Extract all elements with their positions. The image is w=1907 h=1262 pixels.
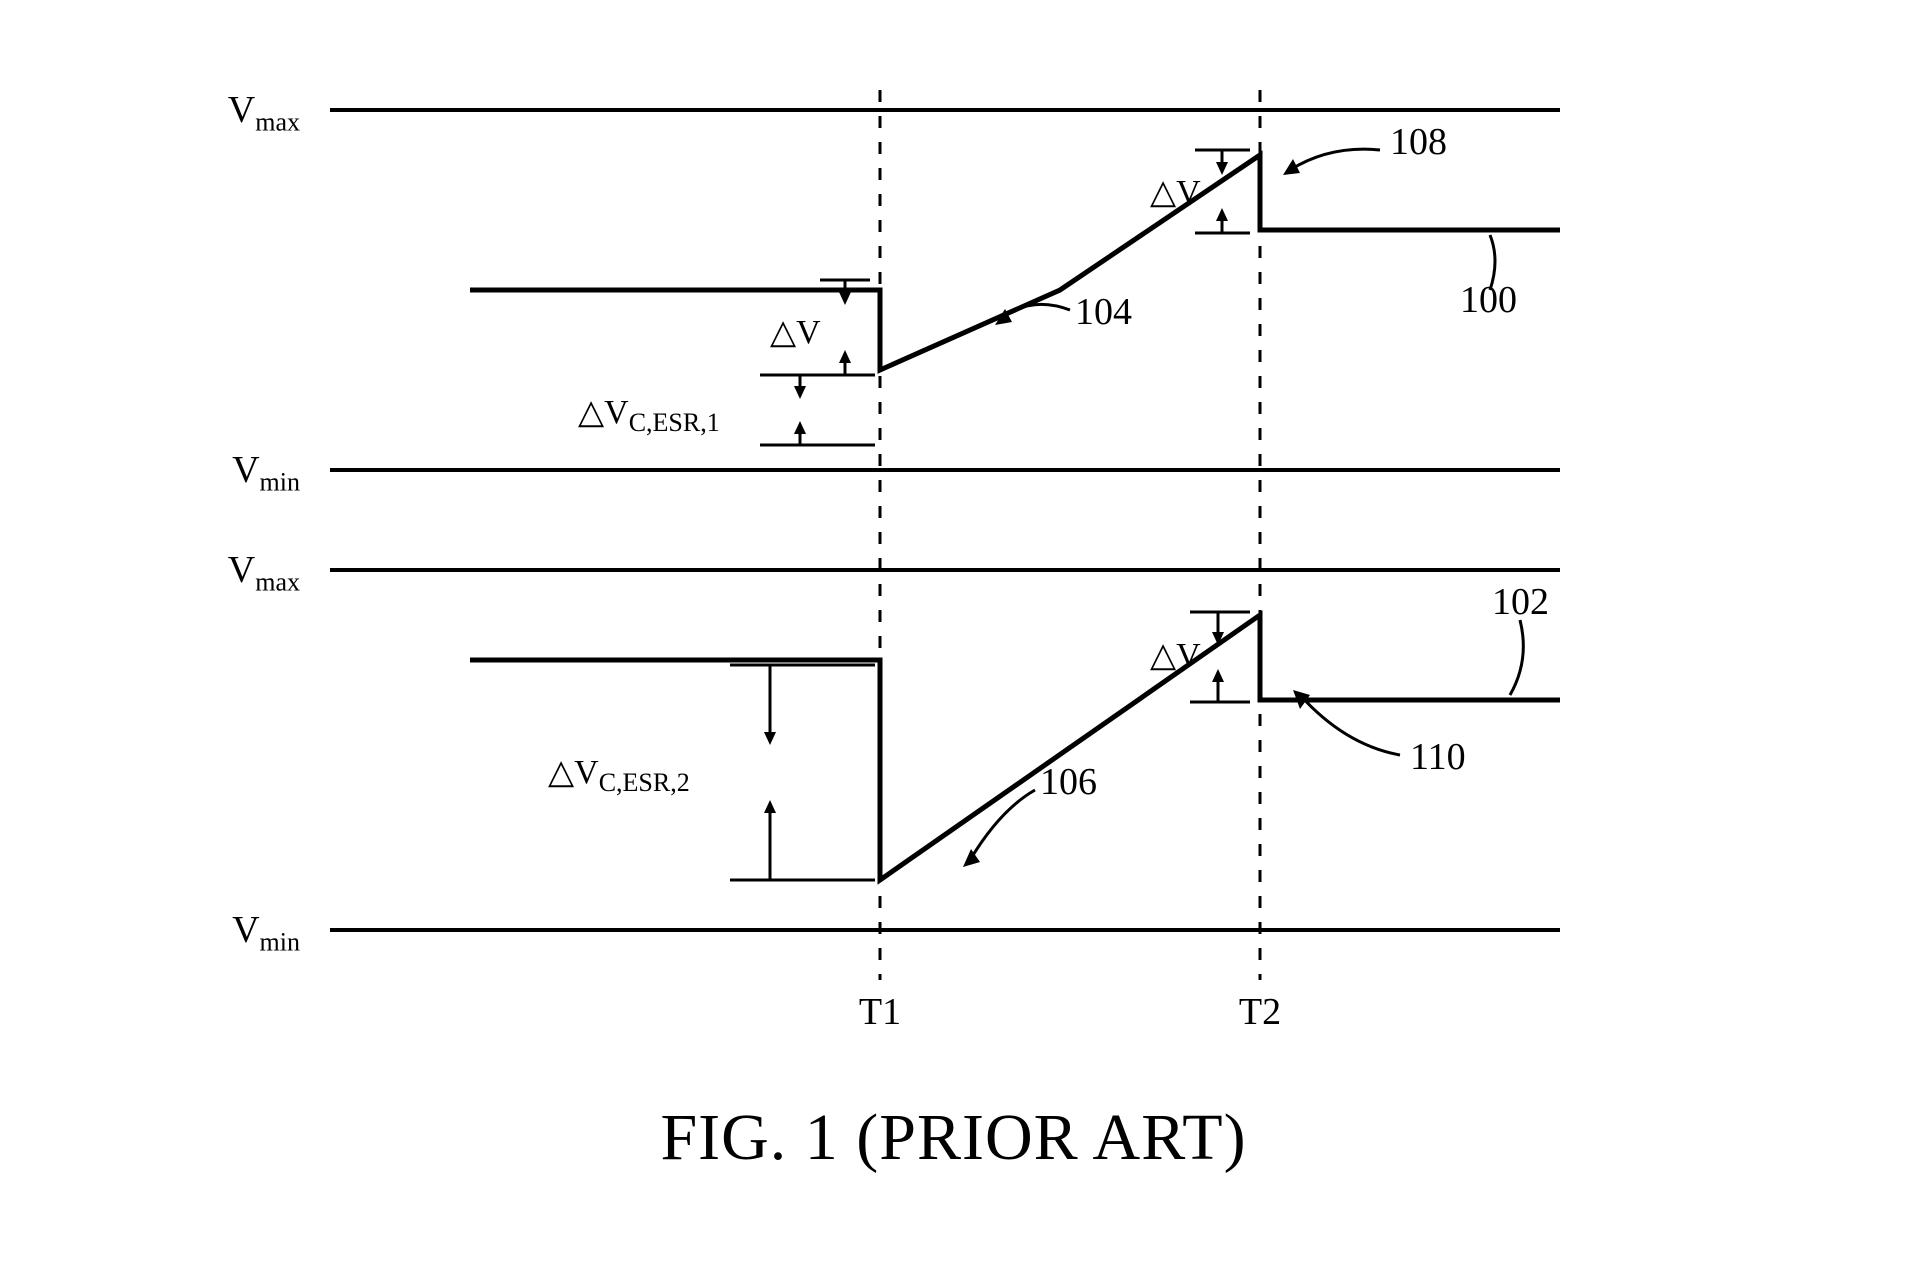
top-dv-t1-label: △V [770,312,821,352]
ref-106-leader [963,790,1035,867]
figure-stage: Vmax Vmin Vmax Vmin T1 T2 △V △V △V △VC,E… [0,0,1907,1262]
top-vmin-label: Vmin [180,448,300,498]
bottom-dv-t2-label: △V [1150,635,1201,675]
ref-102-leader [1510,620,1523,695]
ref-100: 100 [1460,278,1517,322]
ref-108: 108 [1390,120,1447,164]
t1-label: T1 [850,990,910,1034]
ref-108-leader [1283,149,1380,175]
signal-102 [470,615,1560,880]
top-dvesr-label: △VC,ESR,1 [578,392,720,438]
figure-svg [0,0,1907,1262]
figure-caption: FIG. 1 (PRIOR ART) [0,1100,1907,1176]
ref-104-leader [995,304,1070,325]
signal-100 [470,155,1560,370]
ref-106: 106 [1040,760,1097,804]
bottom-dvesr-label: △VC,ESR,2 [548,752,690,798]
bottom-vmax-label: Vmax [180,548,300,598]
ref-102: 102 [1492,580,1549,624]
top-dv-t2-label: △V [1150,172,1201,212]
bottom-vmin-label: Vmin [180,908,300,958]
top-vmax-label: Vmax [180,88,300,138]
ref-104: 104 [1075,290,1132,334]
top-dv-t1-arrows [820,280,870,375]
t2-label: T2 [1230,990,1290,1034]
ref-110: 110 [1410,735,1466,779]
bottom-dvesr-arrows [730,665,875,880]
top-dvesr-arrows [760,375,875,445]
